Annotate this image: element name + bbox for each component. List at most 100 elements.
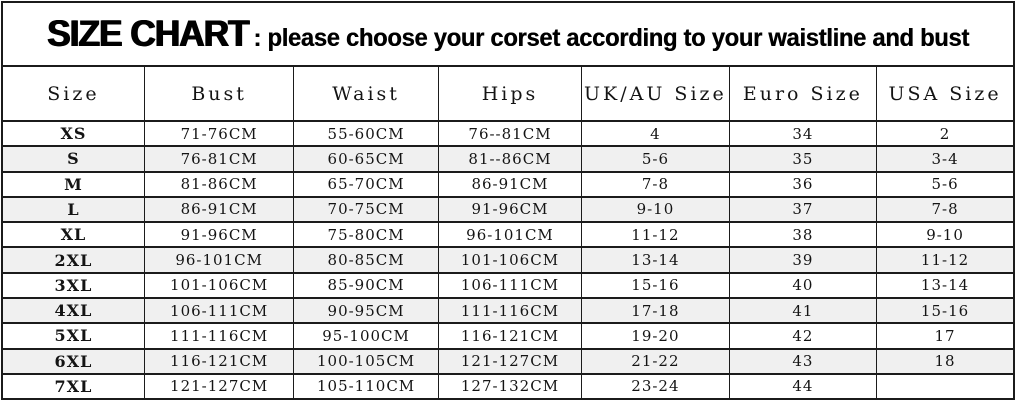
measurement-cell: 4: [581, 119, 730, 148]
measurement-cell: 121-127CM: [143, 372, 295, 398]
title-subtitle: : please choose your corset according to…: [253, 24, 969, 52]
size-label-cell: S: [3, 145, 145, 173]
measurement-cell: 38: [728, 221, 878, 249]
col-header-uk-au: UK/AU Size: [581, 67, 730, 122]
chart-title: SIZE CHART : please choose your corset a…: [47, 13, 969, 55]
col-header-usa: USA Size: [876, 67, 1013, 122]
col-header-hips: Hips: [437, 67, 583, 122]
measurement-cell: 86-91CM: [143, 195, 295, 224]
measurement-cell: 35: [728, 145, 878, 173]
measurement-cell: 15-16: [876, 296, 1013, 325]
measurement-cell: 85-90CM: [293, 271, 439, 299]
measurement-cell: 17: [876, 322, 1013, 350]
table-body: XS 71-76CM 55-60CM 76--81CM 4 34 2 S 76-81CM 60-6…: [3, 119, 1013, 398]
measurement-cell: 42: [728, 322, 878, 350]
table-row: XS 71-76CM 55-60CM 76--81CM 4 34 2: [3, 119, 1013, 148]
measurement-cell: 34: [728, 119, 878, 148]
table-row: 4XL 106-111CM 90-95CM 111-116CM 17-18 41 15-16: [3, 296, 1013, 325]
measurement-cell: 19-20: [581, 322, 730, 350]
measurement-cell: 116-121CM: [437, 322, 583, 350]
measurement-cell: 106-111CM: [143, 296, 295, 325]
size-label-cell: XS: [3, 119, 145, 148]
measurement-cell: 95-100CM: [293, 322, 439, 350]
measurement-cell: 40: [728, 271, 878, 299]
col-header-size: Size: [3, 67, 145, 122]
measurement-cell: 111-116CM: [437, 296, 583, 325]
measurement-cell: 121-127CM: [437, 347, 583, 375]
measurement-cell: 81-86CM: [143, 170, 295, 198]
measurement-cell: 105-110CM: [293, 372, 439, 398]
measurement-cell: 9-10: [581, 195, 730, 224]
col-header-waist: Waist: [293, 67, 439, 122]
measurement-cell: 3-4: [876, 145, 1013, 173]
col-header-bust: Bust: [143, 67, 295, 122]
size-label-cell: 6XL: [3, 347, 145, 375]
size-label-cell: 5XL: [3, 322, 145, 350]
measurement-cell: 5-6: [876, 170, 1013, 198]
measurement-cell: 96-101CM: [143, 246, 295, 274]
measurement-cell: 101-106CM: [437, 246, 583, 274]
measurement-cell: 9-10: [876, 221, 1013, 249]
size-label-cell: L: [3, 195, 145, 224]
chart-title-bar: SIZE CHART : please choose your corset a…: [3, 3, 1013, 67]
measurement-cell: 90-95CM: [293, 296, 439, 325]
table-row: 2XL 96-101CM 80-85CM 101-106CM 13-14 39 11-12: [3, 246, 1013, 274]
measurement-cell: 60-65CM: [293, 145, 439, 173]
table-row: 7XL 121-127CM 105-110CM 127-132CM 23-24 44: [3, 372, 1013, 398]
measurement-cell: 101-106CM: [143, 271, 295, 299]
table-row: 3XL 101-106CM 85-90CM 106-111CM 15-16 40 13-14: [3, 271, 1013, 299]
col-header-euro: Euro Size: [728, 67, 878, 122]
measurement-cell: 76--81CM: [437, 119, 583, 148]
measurement-cell: 37: [728, 195, 878, 224]
table-row: 6XL 116-121CM 100-105CM 121-127CM 21-22 43 18: [3, 347, 1013, 375]
measurement-cell: 111-116CM: [143, 322, 295, 350]
measurement-cell: [876, 372, 1013, 398]
size-label-cell: 3XL: [3, 271, 145, 299]
size-table: Size Bust Waist Hips UK/AU Size Euro Siz…: [3, 67, 1013, 398]
measurement-cell: 76-81CM: [143, 145, 295, 173]
measurement-cell: 17-18: [581, 296, 730, 325]
measurement-cell: 2: [876, 119, 1013, 148]
measurement-cell: 127-132CM: [437, 372, 583, 398]
measurement-cell: 75-80CM: [293, 221, 439, 249]
measurement-cell: 5-6: [581, 145, 730, 173]
header-row: Size Bust Waist Hips UK/AU Size Euro Siz…: [3, 67, 1013, 122]
measurement-cell: 116-121CM: [143, 347, 295, 375]
measurement-cell: 13-14: [876, 271, 1013, 299]
measurement-cell: 7-8: [581, 170, 730, 198]
size-label-cell: 2XL: [3, 246, 145, 274]
table-row: XL 91-96CM 75-80CM 96-101CM 11-12 38 9-10: [3, 221, 1013, 249]
measurement-cell: 91-96CM: [143, 221, 295, 249]
measurement-cell: 86-91CM: [437, 170, 583, 198]
measurement-cell: 91-96CM: [437, 195, 583, 224]
table-row: M 81-86CM 65-70CM 86-91CM 7-8 36 5-6: [3, 170, 1013, 198]
measurement-cell: 80-85CM: [293, 246, 439, 274]
measurement-cell: 7-8: [876, 195, 1013, 224]
measurement-cell: 21-22: [581, 347, 730, 375]
title-main: SIZE CHART: [47, 13, 249, 54]
measurement-cell: 39: [728, 246, 878, 274]
size-label-cell: 7XL: [3, 372, 145, 398]
measurement-cell: 96-101CM: [437, 221, 583, 249]
measurement-cell: 18: [876, 347, 1013, 375]
table-row: L 86-91CM 70-75CM 91-96CM 9-10 37 7-8: [3, 195, 1013, 224]
measurement-cell: 106-111CM: [437, 271, 583, 299]
measurement-cell: 100-105CM: [293, 347, 439, 375]
measurement-cell: 55-60CM: [293, 119, 439, 148]
size-label-cell: M: [3, 170, 145, 198]
size-label-cell: XL: [3, 221, 145, 249]
measurement-cell: 65-70CM: [293, 170, 439, 198]
measurement-cell: 44: [728, 372, 878, 398]
measurement-cell: 81--86CM: [437, 145, 583, 173]
measurement-cell: 11-12: [876, 246, 1013, 274]
measurement-cell: 41: [728, 296, 878, 325]
measurement-cell: 36: [728, 170, 878, 198]
measurement-cell: 23-24: [581, 372, 730, 398]
measurement-cell: 13-14: [581, 246, 730, 274]
measurement-cell: 11-12: [581, 221, 730, 249]
table-row: 5XL 111-116CM 95-100CM 116-121CM 19-20 42 17: [3, 322, 1013, 350]
measurement-cell: 71-76CM: [143, 119, 295, 148]
size-label-cell: 4XL: [3, 296, 145, 325]
table-row: S 76-81CM 60-65CM 81--86CM 5-6 35 3-4: [3, 145, 1013, 173]
